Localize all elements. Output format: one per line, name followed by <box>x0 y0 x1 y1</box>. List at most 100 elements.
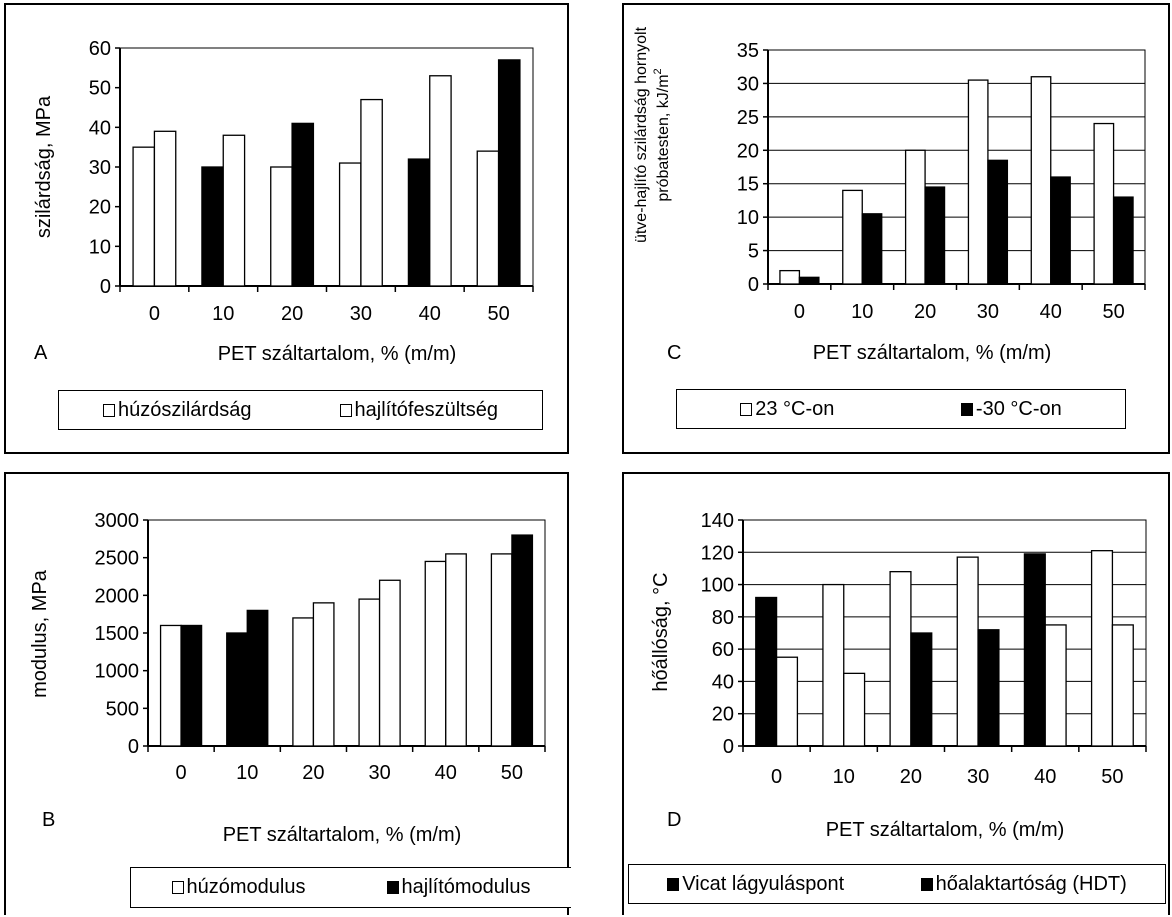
bar <box>511 534 534 747</box>
chart-a-xlabel: PET száltartalom, % (m/m) <box>217 343 457 365</box>
y-tick-label: 40 <box>712 671 734 693</box>
chart-d-plot: 0 20 40 60 80 100 120 140 0 10 20 30 40 50 hőállóság, … <box>650 510 1147 788</box>
bar <box>779 269 801 285</box>
bar <box>312 602 335 747</box>
bar <box>407 158 431 287</box>
y-tick-label: 5 <box>748 241 759 263</box>
x-tick-label: 20 <box>900 766 922 788</box>
legend-swatch <box>920 877 933 891</box>
y-axis-label: szilárdság, MPa <box>33 95 55 238</box>
y-axis-label: ütve-hajlító szilárdság hornyolt próbates… <box>633 26 672 243</box>
bar <box>201 166 224 287</box>
y-tick-label: 50 <box>89 78 111 100</box>
chart-b-plot: 0 500 1000 1500 2000 2500 3000 0 10 20 30 40 50 modul… <box>29 510 546 784</box>
plot-area <box>742 519 1147 747</box>
bar <box>246 609 269 747</box>
x-tick-label: 50 <box>1102 301 1124 323</box>
y-tick-label: 0 <box>748 274 759 296</box>
chart-c-xlabel: PET száltartalom, % (m/m) <box>812 342 1052 364</box>
y-axis-label-line1: ütve-hajlító szilárdság hornyolt <box>633 26 650 243</box>
y-tick-label: 10 <box>89 236 111 258</box>
bar <box>338 162 362 287</box>
x-tick-label: 0 <box>149 303 160 325</box>
legend-label: hajlítómodulus <box>401 876 531 898</box>
bar <box>490 553 513 747</box>
plot-area <box>147 519 546 747</box>
legend-label: húzószilárdság <box>118 398 252 421</box>
bar <box>987 159 1009 285</box>
y-axis-label-text: szilárdság, MPa <box>33 95 55 238</box>
legend-swatch <box>339 403 352 417</box>
bar <box>1044 624 1067 747</box>
legend-item-vicat: Vicat lágyuláspont <box>667 873 844 896</box>
bar <box>1111 624 1134 747</box>
x-tick-label: 50 <box>501 762 523 784</box>
chart-b-xlabel: PET száltartalom, % (m/m) <box>222 824 462 846</box>
y-tick-label: 80 <box>712 607 734 629</box>
y-tick-label: 2500 <box>95 548 140 570</box>
legend-label: hőalaktartóság (HDT) <box>935 872 1127 895</box>
bar <box>924 186 946 285</box>
x-tick-label: 30 <box>967 766 989 788</box>
x-tick-label: 30 <box>368 762 390 784</box>
y-tick-label: 40 <box>89 117 111 139</box>
bar <box>497 59 521 287</box>
y-tick-label: 2000 <box>95 585 140 607</box>
y-axis-label-text: hőállóság, °C <box>650 572 672 691</box>
x-tick-label: 30 <box>977 301 999 323</box>
x-tick-label: 20 <box>302 762 324 784</box>
bar <box>775 656 799 747</box>
y-tick-label: 1500 <box>95 623 140 645</box>
y-tick-label: 60 <box>712 639 734 661</box>
chart-c-legend: 23 °C-on -30 °C-on <box>676 389 1126 429</box>
plot-area <box>119 47 534 287</box>
bar <box>861 213 883 285</box>
bar <box>842 189 863 285</box>
bar <box>358 598 381 747</box>
panel-letter-b: B <box>42 809 56 831</box>
legend-item-hdt: hőalaktartóság (HDT) <box>920 872 1127 896</box>
y-tick-label: 25 <box>737 107 759 129</box>
y-tick-label: 3000 <box>95 510 140 532</box>
y-tick-label: 1000 <box>95 661 140 683</box>
x-tick-label: 0 <box>794 301 805 323</box>
bar <box>1112 196 1134 285</box>
y-tick-label: 10 <box>737 207 759 229</box>
legend-swatch <box>171 881 184 894</box>
bar <box>222 134 246 287</box>
bar <box>476 150 500 287</box>
bar <box>270 166 293 287</box>
bar <box>1093 122 1115 285</box>
y-tick-label: 0 <box>128 736 139 758</box>
bar <box>889 571 912 747</box>
x-tick-label: 50 <box>1101 766 1123 788</box>
legend-swatch <box>960 402 973 416</box>
chart-panel-a: 0 10 20 30 40 50 60 0 10 20 30 40 50 szilárdság, MPa … <box>4 3 569 454</box>
x-tick-label: 20 <box>914 301 936 323</box>
y-axis-label-line2: próbatesten, kJ/m2 <box>652 68 672 201</box>
bar <box>977 629 1000 747</box>
legend-label: Vicat lágyuláspont <box>682 872 845 895</box>
plot-area <box>767 49 1146 285</box>
legend-label: -30 °C-on <box>975 397 1062 420</box>
bar <box>755 596 778 747</box>
legend-item-tensile-modulus: húzómodulus <box>171 876 306 899</box>
x-tick-label: 30 <box>350 303 372 325</box>
y-tick-label: 100 <box>701 575 734 597</box>
chart-a-legend: húzószilárdság hajlítófeszültség <box>58 390 543 430</box>
bar <box>424 560 447 747</box>
x-tick-label: 10 <box>833 766 855 788</box>
y-tick-label: 20 <box>712 704 734 726</box>
x-tick-label: 50 <box>487 303 509 325</box>
legend-item-23c: 23 °C-on <box>740 398 834 421</box>
legend-item-flexural-stress: hajlítófeszültség <box>339 399 498 422</box>
bar <box>226 632 248 747</box>
y-tick-label: 35 <box>737 40 759 62</box>
x-tick-label: 40 <box>435 762 457 784</box>
x-tick-label: 0 <box>771 766 782 788</box>
legend-swatch <box>103 403 116 417</box>
chart-d-xlabel: PET száltartalom, % (m/m) <box>825 819 1065 841</box>
legend-label: húzómodulus <box>186 876 306 898</box>
bar <box>180 624 203 747</box>
legend-label: 23 °C-on <box>755 397 835 420</box>
